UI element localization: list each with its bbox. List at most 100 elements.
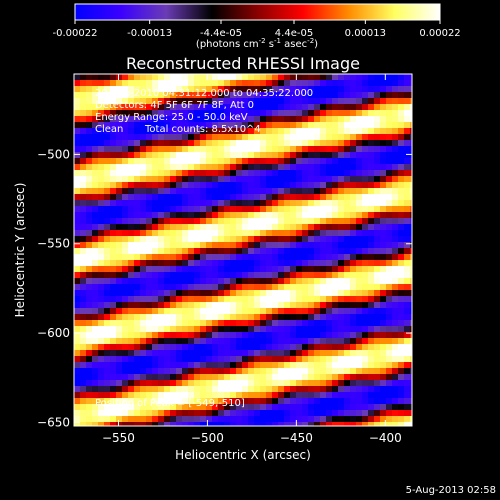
heatmap-cell <box>308 392 315 399</box>
heatmap-cell <box>392 224 399 231</box>
heatmap-cell <box>338 284 345 291</box>
heatmap-cell <box>158 356 165 363</box>
heatmap-cell <box>188 332 195 339</box>
heatmap-cell <box>398 188 405 195</box>
heatmap-cell <box>200 182 207 189</box>
heatmap-cell <box>278 380 285 387</box>
heatmap-cell <box>260 416 267 423</box>
heatmap-cell <box>404 386 411 393</box>
heatmap-cell <box>320 212 327 219</box>
heatmap-cell <box>290 266 297 273</box>
heatmap-cell <box>86 218 93 225</box>
heatmap-cell <box>254 92 261 99</box>
heatmap-cell <box>110 152 117 159</box>
heatmap-cell <box>206 248 213 255</box>
heatmap-cell <box>392 122 399 129</box>
heatmap-cell <box>242 362 249 369</box>
heatmap-cell <box>218 296 225 303</box>
heatmap-cell <box>92 374 99 381</box>
heatmap-cell <box>284 194 291 201</box>
heatmap-cell <box>332 242 339 249</box>
heatmap-cell <box>98 374 105 381</box>
heatmap-cell <box>266 356 273 363</box>
heatmap-cell <box>206 164 213 171</box>
heatmap-cell <box>242 212 249 219</box>
heatmap-cell <box>380 260 387 267</box>
heatmap-cell <box>284 230 291 237</box>
heatmap-cell <box>134 194 141 201</box>
heatmap-cell <box>152 254 159 261</box>
heatmap-cell <box>314 350 321 357</box>
heatmap-cell <box>116 374 123 381</box>
heatmap-cell <box>98 314 105 321</box>
heatmap-cell <box>182 248 189 255</box>
heatmap-cell <box>146 290 153 297</box>
heatmap-cell <box>176 104 183 111</box>
heatmap-cell <box>338 422 345 426</box>
heatmap-cell <box>152 182 159 189</box>
heatmap-cell <box>350 302 357 309</box>
heatmap-cell <box>260 188 267 195</box>
heatmap-cell <box>392 92 399 99</box>
heatmap-cell <box>308 248 315 255</box>
heatmap-cell <box>404 302 411 309</box>
heatmap-cell <box>392 212 399 219</box>
heatmap-cell <box>254 260 261 267</box>
heatmap-cell <box>140 224 147 231</box>
heatmap-cell <box>410 302 412 309</box>
heatmap-cell <box>206 338 213 345</box>
heatmap-cell <box>320 338 327 345</box>
heatmap-cell <box>290 248 297 255</box>
heatmap-cell <box>374 188 381 195</box>
heatmap-cell <box>170 80 177 87</box>
heatmap-cell <box>158 320 165 327</box>
heatmap-cell <box>278 374 285 381</box>
heatmap-cell <box>104 224 111 231</box>
heatmap-cell <box>188 104 195 111</box>
heatmap-cell <box>290 308 297 315</box>
heatmap-cell <box>374 140 381 147</box>
heatmap-cell <box>116 302 123 309</box>
heatmap-cell <box>182 206 189 213</box>
heatmap-cell <box>176 188 183 195</box>
heatmap-cell <box>182 404 189 411</box>
heatmap-cell <box>380 134 387 141</box>
heatmap-cell <box>338 176 345 183</box>
heatmap-cell <box>326 290 333 297</box>
heatmap-cell <box>80 386 87 393</box>
heatmap-cell <box>362 224 369 231</box>
heatmap-cell <box>260 368 267 375</box>
heatmap-cell <box>308 410 315 417</box>
heatmap-cell <box>176 284 183 291</box>
heatmap-cell <box>140 194 147 201</box>
heatmap-cell <box>356 74 363 81</box>
heatmap-cell <box>404 170 411 177</box>
heatmap-cell <box>158 242 165 249</box>
heatmap-cell <box>278 80 285 87</box>
heatmap-cell <box>206 158 213 165</box>
heatmap-cell <box>272 224 279 231</box>
heatmap-cell <box>260 74 267 81</box>
heatmap-cell <box>224 80 231 87</box>
heatmap-cell <box>314 386 321 393</box>
heatmap-cell <box>80 332 87 339</box>
heatmap-cell <box>170 422 177 426</box>
heatmap-cell <box>158 74 165 81</box>
heatmap-cell <box>164 332 171 339</box>
heatmap-cell <box>74 200 81 207</box>
heatmap-cell <box>338 152 345 159</box>
heatmap-cell <box>170 140 177 147</box>
heatmap-cell <box>320 284 327 291</box>
heatmap-cell <box>332 380 339 387</box>
heatmap-cell <box>80 272 87 279</box>
heatmap-cell <box>176 140 183 147</box>
heatmap-cell <box>386 80 393 87</box>
heatmap-cell <box>254 158 261 165</box>
heatmap-cell <box>332 200 339 207</box>
heatmap-cell <box>194 290 201 297</box>
heatmap-cell <box>164 260 171 267</box>
heatmap-cell <box>128 422 135 426</box>
heatmap-cell <box>236 86 243 93</box>
heatmap-cell <box>80 104 87 111</box>
heatmap-cell <box>182 110 189 117</box>
